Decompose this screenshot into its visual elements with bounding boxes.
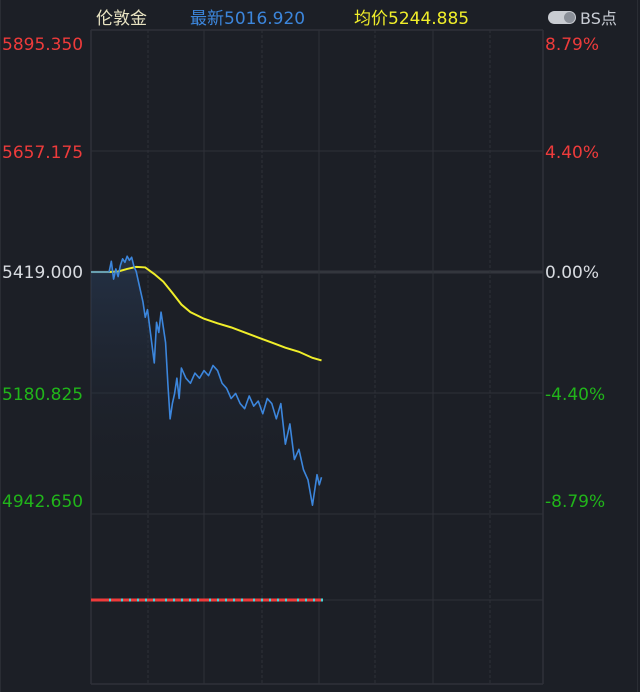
y-axis-left-1: 5657.175: [2, 143, 84, 163]
y-axis-left-2: 5419.000: [2, 263, 84, 283]
chart-header: 伦敦金 最新5016.920 均价5244.885 BS点: [0, 4, 640, 29]
y-axis-left-3: 5180.825: [2, 385, 84, 405]
y-axis-right-0: 8.79%: [545, 35, 600, 55]
price-line: [91, 255, 323, 506]
volume-strip: [91, 598, 323, 602]
y-axis-right-1: 4.40%: [545, 143, 600, 163]
y-axis-left-4: 4942.650: [2, 492, 84, 512]
bs-points-toggle[interactable]: BS点: [548, 5, 617, 29]
y-axis-right-2: 0.00%: [545, 263, 600, 283]
grid: [90, 29, 544, 685]
average-price-line: [91, 265, 322, 362]
toggle-switch-icon[interactable]: [548, 10, 576, 24]
price-area-fill: [91, 256, 322, 514]
latest-price-label: 最新5016.920: [190, 9, 306, 29]
bs-points-label: BS点: [580, 9, 617, 28]
y-axis-right-4: -8.79%: [545, 492, 606, 512]
y-axis-right-3: -4.40%: [545, 385, 606, 405]
average-price-label: 均价5244.885: [354, 9, 470, 29]
instrument-name: 伦敦金: [96, 9, 147, 29]
y-axis-left-0: 5895.350: [2, 35, 84, 55]
